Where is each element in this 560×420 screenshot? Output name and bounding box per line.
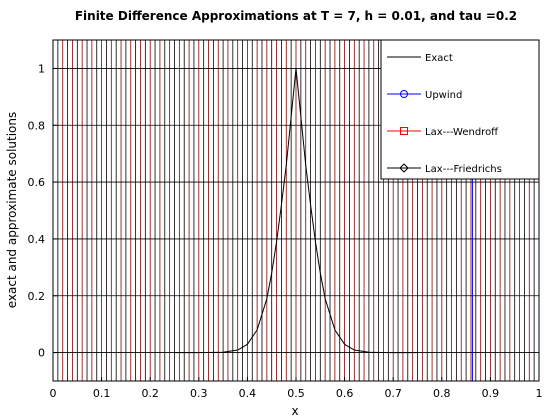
x-tick-label: 0.4 <box>239 387 257 400</box>
x-tick-label: 0.1 <box>93 387 111 400</box>
y-tick-label: 1 <box>38 62 45 75</box>
y-axis-label: exact and approximate solutions <box>5 112 19 309</box>
x-tick-label: 1 <box>536 387 543 400</box>
legend-label: Lax---Wendroff <box>425 127 499 138</box>
y-tick-label: 0 <box>38 347 45 360</box>
x-ticks: 0 0.1 0.2 0.3 0.4 0.5 0.6 0.7 0.8 0.9 1 <box>50 377 543 400</box>
x-tick-label: 0.5 <box>287 387 305 400</box>
y-tick-label: 0.4 <box>28 233 46 246</box>
exact-curve <box>174 68 418 354</box>
y-tick-label: 0.8 <box>28 119 46 132</box>
y-tick-label: 0.6 <box>28 176 46 189</box>
x-tick-label: 0 <box>50 387 57 400</box>
legend-label: Exact <box>425 53 453 64</box>
x-tick-label: 0.8 <box>433 387 451 400</box>
legend-marker-diamond <box>399 163 409 173</box>
x-tick-label: 0.3 <box>190 387 208 400</box>
y-tick-label: 0.2 <box>28 290 46 303</box>
legend: Exact Upwind Lax---Wendroff Lax---Friedrich… <box>380 39 540 180</box>
legend-label: Lax---Friedrichs <box>425 164 502 175</box>
x-tick-label: 0.7 <box>384 387 402 400</box>
x-tick-label: 0.9 <box>482 387 500 400</box>
chart-title: Finite Difference Approximations at T = … <box>75 9 517 23</box>
y-ticks: 0 0.2 0.4 0.6 0.8 1 <box>28 62 57 360</box>
legend-marker-circle <box>400 90 408 98</box>
gridlines <box>52 40 540 381</box>
legend-label: Upwind <box>425 90 462 101</box>
x-tick-label: 0.6 <box>336 387 354 400</box>
legend-marker-square <box>400 127 408 135</box>
x-axis-label: x <box>291 404 298 418</box>
legend-box <box>380 39 540 180</box>
x-tick-label: 0.2 <box>141 387 159 400</box>
